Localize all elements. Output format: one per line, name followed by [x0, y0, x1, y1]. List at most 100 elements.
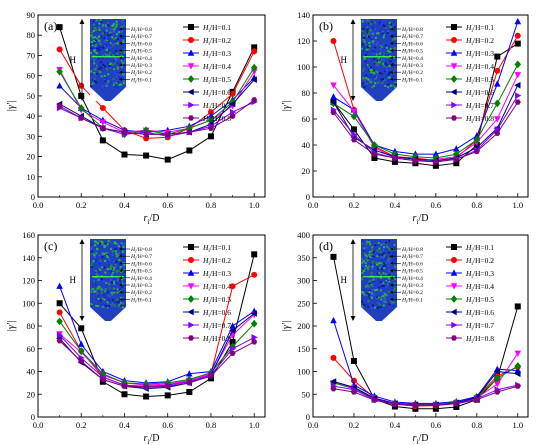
- silo-particle: [122, 306, 124, 309]
- silo-particle: [372, 31, 375, 34]
- y-tick-label: 300: [297, 276, 310, 286]
- silo-particle: [383, 34, 386, 36]
- silo-particle: [368, 58, 371, 61]
- silo-particle: [388, 55, 391, 57]
- silo-particle: [375, 63, 378, 66]
- silo-particle: [388, 282, 390, 285]
- data-point: [121, 129, 128, 135]
- silo-particle: [94, 19, 97, 22]
- data-point: [56, 338, 63, 344]
- silo-particle: [364, 43, 367, 46]
- data-point: [330, 354, 337, 361]
- silo-particle: [379, 22, 381, 25]
- silo-particle: [98, 22, 101, 25]
- data-point: [514, 17, 522, 25]
- silo-particle: [103, 246, 106, 248]
- silo-particle: [384, 54, 387, 57]
- silo-particle: [372, 251, 375, 253]
- silo-particle: [390, 77, 392, 80]
- series-line: [333, 370, 518, 406]
- silo-particle: [119, 33, 122, 36]
- silo-particle: [111, 305, 114, 308]
- silo-particle: [94, 270, 97, 273]
- height-label: H: [341, 275, 348, 285]
- silo-particle: [94, 74, 97, 77]
- silo-particle: [122, 304, 125, 307]
- data-point: [371, 155, 378, 161]
- level-label: Hi/H=0.6: [401, 261, 423, 268]
- silo-particle: [112, 43, 115, 46]
- silo-particle: [361, 30, 364, 33]
- y-tick-label: 400: [297, 230, 310, 240]
- level-label: Hi/H=0.1: [130, 297, 152, 304]
- chart-panel: 0.0 0.2 0.4 0.6 0.8 1.0 0 20 40 60 80 100 120 140 ri/D…: [281, 10, 529, 226]
- silo-particle: [98, 262, 101, 265]
- data-point: [494, 80, 501, 87]
- level-pointer-head: [390, 276, 393, 280]
- silo-particle: [370, 40, 373, 43]
- silo-particle: [95, 52, 98, 55]
- silo-particle: [378, 253, 381, 256]
- silo-particle: [388, 269, 390, 272]
- silo-particle: [123, 37, 126, 39]
- silo-particle: [90, 41, 93, 43]
- silo-particle: [379, 250, 382, 253]
- data-point: [99, 105, 106, 112]
- silo-particle: [374, 82, 377, 85]
- legend-marker: [187, 269, 195, 276]
- legend-marker: [187, 88, 194, 96]
- data-point: [121, 383, 128, 389]
- silo-particle: [118, 74, 121, 76]
- silo-particle: [368, 265, 371, 268]
- data-point: [351, 389, 357, 395]
- silo-particle: [99, 269, 102, 272]
- silo-particle: [116, 81, 119, 84]
- legend-marker: [188, 37, 194, 43]
- silo-particle: [120, 245, 123, 248]
- silo-particle: [110, 264, 113, 267]
- silo-particle: [371, 294, 374, 297]
- silo-particle: [121, 250, 124, 253]
- silo-particle: [388, 76, 391, 79]
- y-tick-label: 20: [27, 389, 36, 399]
- silo-particle: [384, 297, 386, 300]
- silo-particle: [97, 57, 100, 60]
- x-axis-label: ri/D: [413, 213, 429, 226]
- silo-particle: [119, 279, 122, 282]
- silo-particle: [394, 257, 397, 260]
- legend-marker: [450, 283, 458, 290]
- silo-particle: [115, 54, 118, 57]
- silo-particle: [99, 240, 102, 243]
- data-point: [207, 112, 215, 119]
- silo-particle: [391, 286, 394, 289]
- silo-particle: [94, 39, 97, 42]
- silo-particle: [101, 56, 104, 59]
- silo-particle: [116, 298, 119, 301]
- silo-particle: [370, 297, 373, 299]
- silo-particle: [94, 80, 97, 83]
- data-point: [143, 131, 150, 137]
- y-tick-label: 30: [27, 131, 36, 141]
- silo-particle: [368, 75, 371, 78]
- silo-particle: [372, 260, 375, 263]
- legend-marker: [188, 257, 194, 263]
- chart-panel: 0.0 0.2 0.4 0.6 0.8 1.0 0 10 20 30 40 50 60 70 80 90 ri/…: [6, 10, 266, 226]
- silo-particle: [96, 47, 99, 50]
- data-point: [186, 129, 193, 135]
- legend-label: Hi/H=0.3: [465, 269, 494, 280]
- silo-particle: [371, 285, 374, 287]
- silo-particle: [115, 282, 118, 285]
- silo-particle: [376, 63, 379, 66]
- silo-particle: [384, 257, 387, 260]
- silo-particle: [90, 243, 93, 246]
- level-pointer-head: [119, 34, 122, 38]
- silo-particle: [98, 29, 101, 32]
- silo-particle: [109, 52, 112, 55]
- silo-particle: [385, 66, 388, 69]
- level-label: Hi/H=0.5: [130, 269, 152, 276]
- silo-particle: [371, 289, 374, 291]
- silo-particle: [90, 70, 93, 73]
- silo-particle: [393, 58, 396, 61]
- data-point: [330, 109, 337, 116]
